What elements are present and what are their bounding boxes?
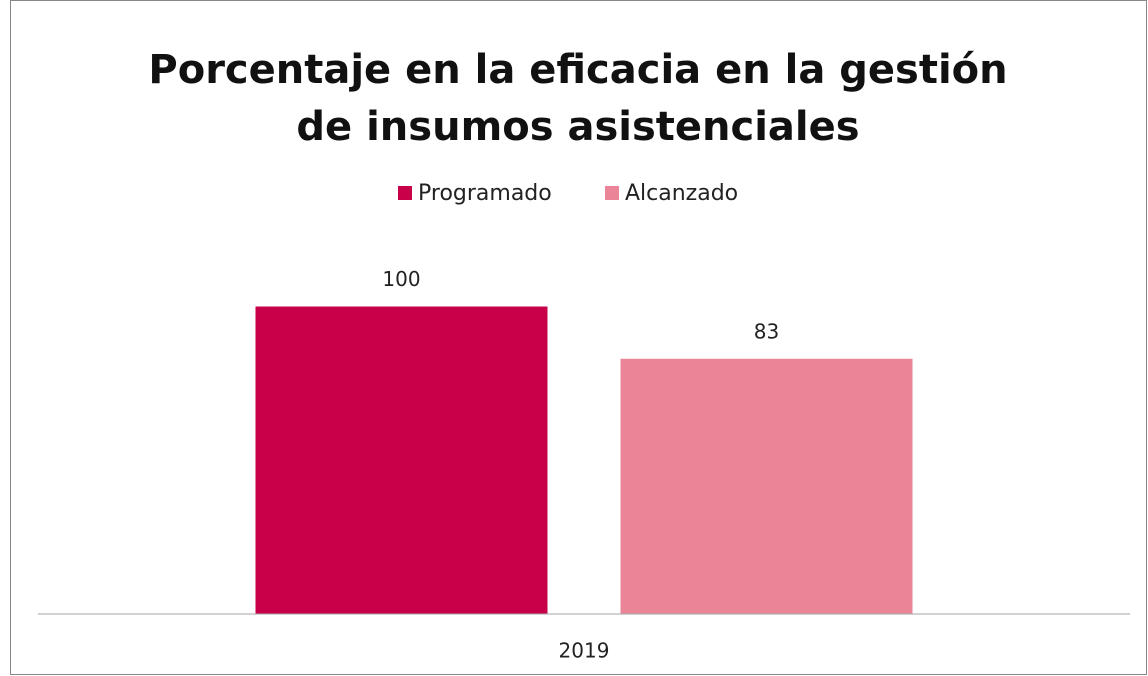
data-label: 100 <box>382 267 420 291</box>
bar <box>255 306 548 614</box>
legend-swatch <box>398 186 412 200</box>
chart-title: Porcentaje en la eficacia en la gestión <box>148 47 1007 93</box>
x-tick-label: 2019 <box>559 639 610 663</box>
legend-swatch <box>605 186 619 200</box>
data-label: 83 <box>754 319 779 343</box>
chart-border <box>10 0 1147 675</box>
legend-label: Programado <box>418 181 552 206</box>
chart-title: de insumos asistenciales <box>296 104 859 150</box>
bar <box>620 358 913 614</box>
legend-label: Alcanzado <box>625 181 738 206</box>
